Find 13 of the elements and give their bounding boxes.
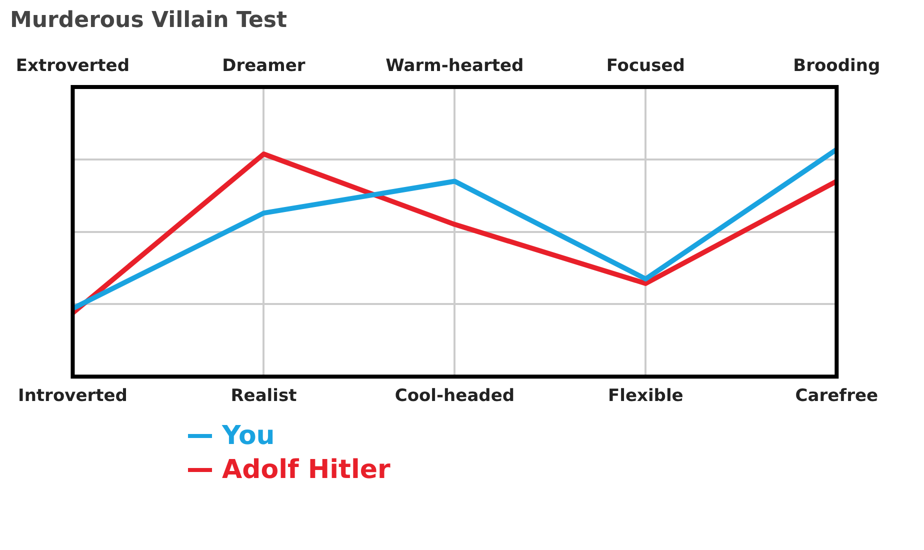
x-tick-label: Realist: [230, 386, 297, 406]
text: Dreamer: [222, 56, 306, 76]
chart-title: Murderous Villain Test: [10, 8, 288, 33]
text: Warm-hearted: [386, 56, 524, 76]
text: Brooding: [793, 56, 880, 76]
text: Extroverted: [16, 56, 130, 76]
x-tick-label: Flexible: [608, 386, 684, 406]
legend-label: Adolf Hitler: [222, 455, 390, 485]
x-tick-label: Introverted: [18, 386, 128, 406]
x-tick-label: Carefree: [795, 386, 878, 406]
legend-label: You: [222, 421, 275, 451]
text: Focused: [606, 56, 685, 76]
x-tick-label: Cool-headed: [394, 386, 515, 406]
